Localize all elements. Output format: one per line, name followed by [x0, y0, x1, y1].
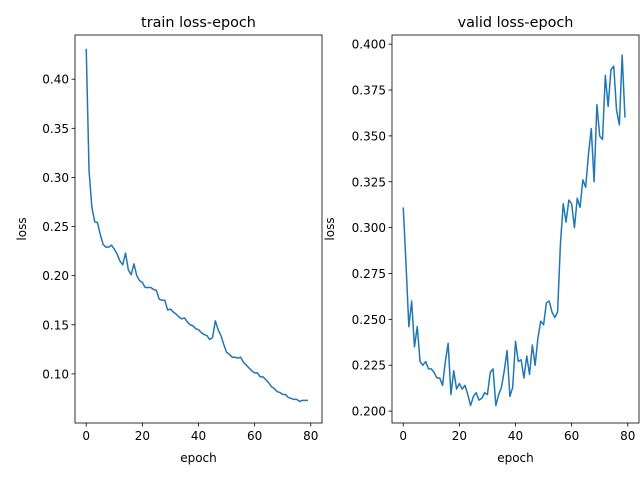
axes-frame	[74, 34, 323, 424]
y-tick-label: 0.30	[42, 171, 69, 185]
series-line	[402, 54, 626, 407]
x-tick-label: 80	[620, 429, 635, 443]
y-tick-label: 0.40	[42, 73, 69, 87]
x-tick-label: 80	[303, 429, 318, 443]
y-tick-label: 0.35	[42, 122, 69, 136]
y-tick-label: 0.10	[42, 367, 69, 381]
x-axis-label: epoch	[180, 451, 217, 465]
x-tick-label: 20	[135, 429, 150, 443]
chart-train: 0 20 40 60 80 0.10 0.15 0.20 0.25 0.30 0.35 0.40 tra…	[15, 15, 323, 465]
y-tick-label: 0.250	[352, 313, 386, 327]
y-tick-label: 0.350	[352, 129, 386, 143]
y-tick-label: 0.325	[352, 175, 386, 189]
x-tick-label: 60	[247, 429, 262, 443]
x-tick-label: 0	[399, 429, 407, 443]
chart-title: valid loss-epoch	[458, 15, 574, 31]
axes-frame	[391, 34, 640, 424]
chart-valid: 0 20 40 60 80 0.200 0.225 0.250 0.275 0.300 0.325 0…	[323, 15, 640, 465]
x-tick-label: 40	[508, 429, 523, 443]
x-axis-label: epoch	[497, 451, 534, 465]
chart-title: train loss-epoch	[141, 15, 256, 31]
y-tick-label: 0.20	[42, 269, 69, 283]
y-tick-label: 0.275	[352, 267, 386, 281]
y-tick-label: 0.25	[42, 220, 69, 234]
series-line	[85, 48, 308, 403]
x-tick-label: 60	[564, 429, 579, 443]
y-axis-label: loss	[323, 217, 337, 240]
y-tick-label: 0.400	[352, 38, 386, 52]
y-tick-label: 0.225	[352, 359, 386, 373]
y-tick-label: 0.300	[352, 221, 386, 235]
x-tick-label: 40	[191, 429, 206, 443]
x-tick-label: 0	[82, 429, 90, 443]
x-tick-label: 20	[452, 429, 467, 443]
y-tick-label: 0.15	[42, 318, 69, 332]
y-tick-label: 0.200	[352, 405, 386, 419]
y-axis-label: loss	[15, 217, 29, 240]
y-tick-label: 0.375	[352, 84, 386, 98]
